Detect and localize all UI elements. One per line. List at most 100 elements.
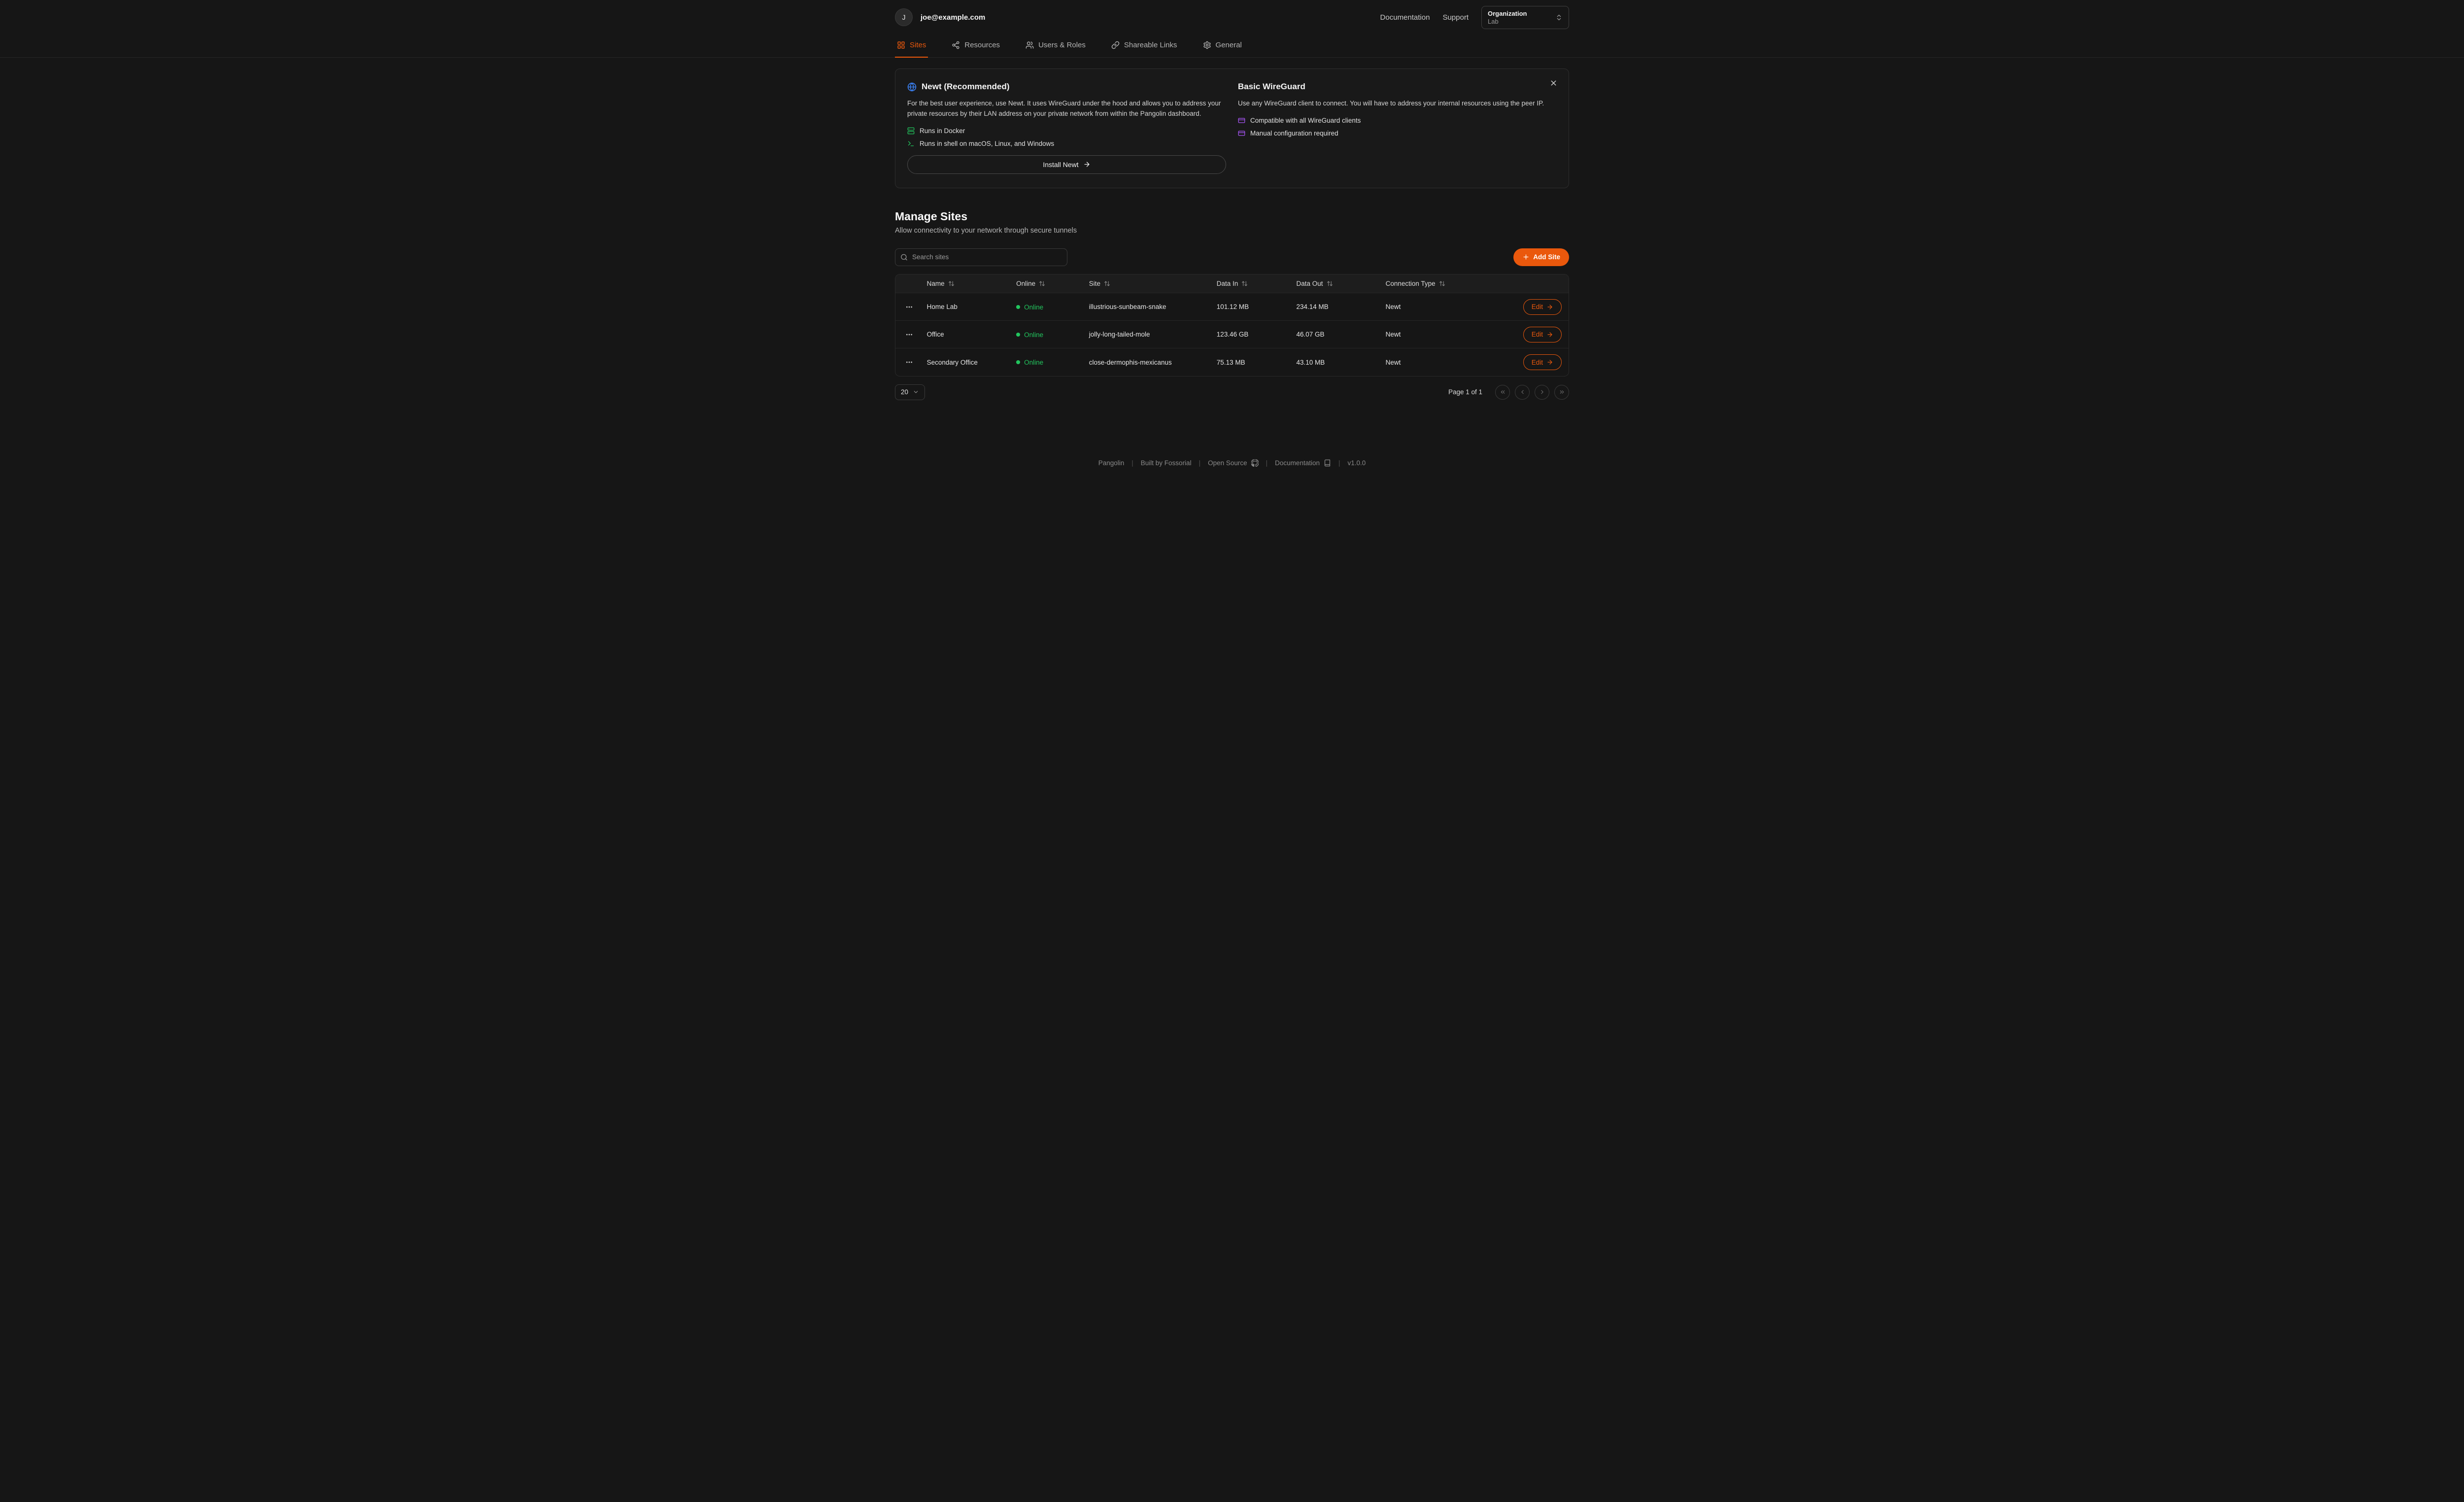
org-selector-label: Organization: [1488, 9, 1527, 17]
online-dot: [1016, 333, 1021, 337]
column-edit: [1519, 274, 1569, 293]
org-selector-value: Lab: [1488, 17, 1499, 25]
terminal-icon: [908, 141, 914, 146]
github-icon: [1251, 459, 1259, 467]
data-in: 101.12 MB: [1212, 293, 1293, 321]
page-size-select[interactable]: 20: [895, 384, 925, 400]
column-site[interactable]: Site: [1085, 274, 1213, 293]
footer-version: v1.0.0: [1347, 459, 1366, 467]
tab-resources-label: Resources: [964, 41, 1000, 49]
ellipsis-icon: [906, 306, 912, 308]
chevron-left-icon: [1521, 390, 1524, 394]
edit-site-button[interactable]: Edit: [1523, 326, 1562, 342]
data-out: 46.07 GB: [1292, 320, 1382, 348]
tab-users-roles-label: Users & Roles: [1038, 41, 1086, 49]
column-connection-type[interactable]: Connection Type: [1381, 274, 1519, 293]
gear-icon: [1203, 41, 1211, 49]
column-data-in[interactable]: Data In: [1212, 274, 1293, 293]
close-button[interactable]: [1547, 77, 1560, 89]
top-header: J joe@example.com Documentation Support …: [0, 0, 2464, 34]
row-menu-button[interactable]: [902, 328, 916, 341]
footer-separator: |: [1266, 459, 1268, 467]
site-name: Secondary Office: [923, 348, 1013, 376]
status-badge: Online: [1016, 331, 1043, 339]
page-footer: Pangolin | Built by Fossorial | Open Sou…: [0, 447, 2464, 483]
newt-feature-shell-label: Runs in shell on macOS, Linux, and Windo…: [920, 139, 1055, 147]
sort-icon: [1242, 281, 1248, 286]
plus-icon: [1523, 254, 1529, 260]
newt-description: For the best user experience, use Newt. …: [907, 100, 1221, 117]
sites-table: Name Online Site Data In Data Out Connec…: [895, 273, 1569, 376]
arrow-right-icon: [1547, 332, 1552, 337]
newt-feature-shell: Runs in shell on macOS, Linux, and Windo…: [907, 140, 1226, 147]
newt-section: Newt (Recommended) For the best user exp…: [907, 82, 1226, 174]
table-header-row: Name Online Site Data In Data Out Connec…: [895, 274, 1569, 293]
edit-site-button[interactable]: Edit: [1523, 354, 1562, 371]
tab-sites[interactable]: Sites: [895, 34, 928, 58]
chevrons-left-icon: [1501, 390, 1505, 394]
column-actions: [895, 274, 923, 293]
wireguard-section: Basic WireGuard Use any WireGuard client…: [1238, 82, 1557, 174]
first-page-button[interactable]: [1495, 384, 1510, 400]
online-dot: [1016, 305, 1021, 309]
data-in: 123.46 GB: [1212, 320, 1293, 348]
add-site-button[interactable]: Add Site: [1513, 248, 1569, 266]
data-out: 234.14 MB: [1292, 293, 1382, 321]
row-menu-button[interactable]: [902, 355, 916, 369]
table-row: Office Online jolly-long-tailed-mole 123…: [895, 320, 1569, 348]
previous-page-button[interactable]: [1515, 384, 1530, 400]
next-page-button[interactable]: [1535, 384, 1549, 400]
online-dot: [1016, 360, 1021, 365]
status-badge: Online: [1016, 304, 1043, 311]
avatar[interactable]: J: [895, 8, 913, 26]
wireguard-feature-compatible: Compatible with all WireGuard clients: [1238, 117, 1557, 124]
server-icon: [907, 127, 915, 135]
connection-type: Newt: [1381, 293, 1519, 321]
sort-icon: [948, 281, 954, 286]
add-site-label: Add Site: [1533, 253, 1560, 261]
column-name[interactable]: Name: [923, 274, 1013, 293]
site-slug: illustrious-sunbeam-snake: [1085, 293, 1213, 321]
site-slug: jolly-long-tailed-mole: [1085, 320, 1213, 348]
tab-users-roles[interactable]: Users & Roles: [1024, 34, 1088, 58]
row-menu-button[interactable]: [902, 300, 916, 314]
tab-shareable-links[interactable]: Shareable Links: [1109, 34, 1179, 58]
last-page-button[interactable]: [1554, 384, 1569, 400]
configuration-icon: [1238, 131, 1245, 136]
arrow-right-icon: [1547, 360, 1552, 365]
search-icon: [901, 254, 907, 261]
sites-icon: [897, 41, 905, 49]
book-icon: [1324, 459, 1331, 467]
chevron-right-icon: [1540, 390, 1543, 394]
footer-fossorial-link[interactable]: Built by Fossorial: [1140, 459, 1192, 467]
wireguard-feature-manual-label: Manual configuration required: [1250, 129, 1338, 137]
site-name: Office: [923, 320, 1013, 348]
sort-icon: [1327, 281, 1333, 286]
column-data-out[interactable]: Data Out: [1292, 274, 1382, 293]
wireguard-description: Use any WireGuard client to connect. You…: [1238, 100, 1544, 107]
connection-type: Newt: [1381, 320, 1519, 348]
footer-documentation-link[interactable]: Documentation: [1275, 459, 1331, 467]
search-input[interactable]: [895, 248, 1067, 266]
edit-site-button[interactable]: Edit: [1523, 299, 1562, 315]
data-out: 43.10 MB: [1292, 348, 1382, 376]
install-newt-button[interactable]: Install Newt: [907, 155, 1226, 174]
link-icon: [1111, 41, 1120, 49]
connection-type: Newt: [1381, 348, 1519, 376]
site-name: Home Lab: [923, 293, 1013, 321]
tab-general[interactable]: General: [1201, 34, 1244, 58]
search-wrap: [895, 248, 1067, 266]
arrow-right-icon: [1084, 162, 1090, 167]
column-online[interactable]: Online: [1012, 274, 1085, 293]
wireguard-feature-compatible-label: Compatible with all WireGuard clients: [1250, 116, 1361, 124]
globe-icon: [907, 82, 917, 91]
sites-toolbar: Add Site: [895, 248, 1569, 266]
support-link[interactable]: Support: [1442, 13, 1469, 22]
resources-icon: [952, 41, 959, 49]
ellipsis-icon: [906, 334, 912, 336]
user-email: joe@example.com: [921, 13, 986, 22]
org-selector[interactable]: Organization Lab: [1481, 5, 1569, 29]
tab-resources[interactable]: Resources: [950, 34, 1002, 58]
documentation-link[interactable]: Documentation: [1380, 13, 1430, 22]
footer-open-source-link[interactable]: Open Source: [1208, 459, 1259, 467]
